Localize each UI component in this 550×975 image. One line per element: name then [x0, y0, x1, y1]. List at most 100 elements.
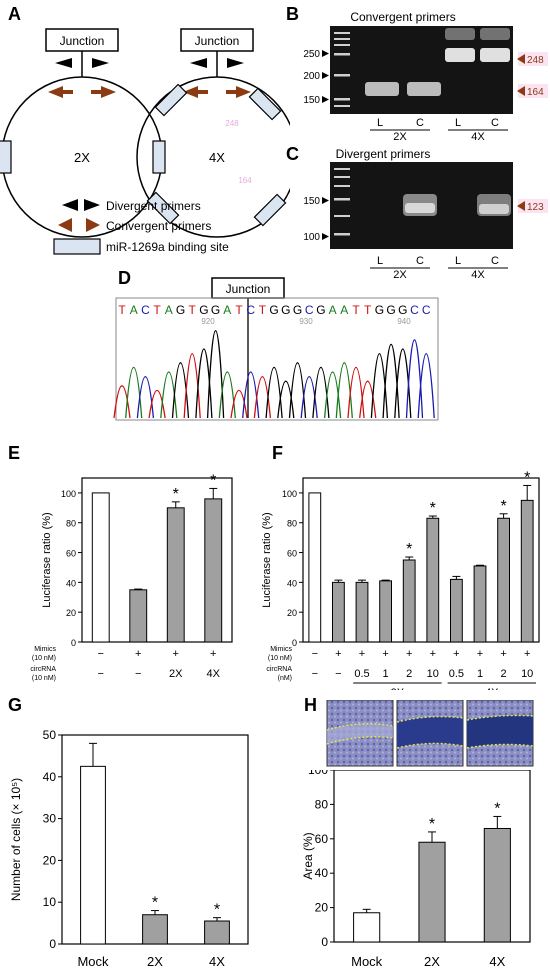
- mimics-sign: −: [312, 648, 318, 660]
- circrna-label: −: [335, 668, 341, 680]
- trace-peak: [125, 366, 143, 419]
- y-tick-label: 80: [315, 797, 329, 811]
- lane-label: C: [416, 255, 424, 267]
- trace-peak: [265, 366, 283, 419]
- gel-title: Divergent primers: [336, 147, 431, 161]
- row-label: circRNA: [266, 666, 292, 673]
- y-tick-label: 50: [43, 728, 57, 742]
- trace-peak: [113, 385, 131, 419]
- significance-star: *: [494, 800, 500, 817]
- circrna-label: −: [98, 668, 104, 680]
- significance-star: *: [429, 816, 435, 833]
- y-axis-label: Luciferase ratio (%): [262, 512, 273, 607]
- trace-peak: [335, 362, 353, 419]
- circrna-label: 1: [477, 668, 483, 680]
- trace-peak: [218, 371, 236, 419]
- lane-label: C: [491, 117, 499, 129]
- bar: [91, 492, 110, 643]
- lane-label: L: [455, 117, 461, 129]
- trace-peak: [300, 376, 318, 419]
- ladder-label: 100: [303, 232, 320, 243]
- significance-star: *: [173, 486, 179, 503]
- sequence-base: G: [316, 303, 325, 317]
- gel-band: [479, 204, 509, 214]
- binding-site-icon: [0, 140, 12, 174]
- y-tick-label: 20: [315, 901, 329, 915]
- category-label: Mock: [351, 954, 383, 969]
- significance-star: *: [210, 472, 216, 489]
- band-size-label: 248: [527, 55, 544, 66]
- lane-label: C: [416, 117, 424, 129]
- sequence-base: C: [305, 303, 314, 317]
- row-label: (nM): [278, 675, 292, 682]
- legend-binding-label: miR-1269a binding site: [106, 240, 229, 254]
- circrna-label: 0.5: [354, 668, 369, 680]
- trace-peak: [253, 376, 272, 419]
- legend-divergent-label: Divergent primers: [106, 199, 201, 213]
- trace-peak: [160, 371, 178, 419]
- trace-peak: [347, 366, 365, 419]
- panel-label-e: E: [8, 443, 21, 463]
- ladder-label: 250: [303, 49, 320, 60]
- sequence-base: C: [410, 303, 419, 317]
- sequence-base: G: [199, 303, 208, 317]
- sequence-base: T: [259, 303, 267, 317]
- binding-site-icon: [248, 87, 282, 121]
- plasmid-label-2x: 2X: [74, 150, 90, 165]
- sequence-base: T: [118, 303, 126, 317]
- y-tick-label: 100: [282, 489, 297, 499]
- trace-peak: [288, 362, 307, 419]
- lane-label: C: [491, 255, 499, 267]
- circrna-label: 4X: [207, 668, 221, 680]
- significance-star: *: [152, 895, 158, 912]
- y-axis-label: Number of cells (× 10⁵): [9, 778, 23, 901]
- circrna-label: 1: [383, 668, 389, 680]
- y-tick-label: 40: [66, 578, 76, 588]
- category-label: 4X: [489, 954, 505, 969]
- binding-site-icon: [146, 191, 180, 225]
- y-axis-label: Luciferase ratio (%): [41, 512, 53, 607]
- row-label: (10 nM): [32, 655, 56, 662]
- bar: [204, 498, 223, 643]
- convergent-primer-right-icon: [101, 86, 116, 98]
- trace-peak: [382, 344, 400, 419]
- mimics-sign: −: [98, 648, 104, 660]
- row-label: Mimics: [34, 646, 56, 653]
- row-label: (10 nM): [32, 675, 56, 682]
- sequence-base: A: [130, 303, 138, 317]
- bar: [426, 517, 440, 643]
- convergent-primer-left-icon: [48, 86, 63, 98]
- row-label: Mimics: [270, 646, 292, 653]
- sequence-base: G: [398, 303, 407, 317]
- category-label: Mock: [77, 954, 109, 969]
- divergent-primer-left-icon: [190, 58, 207, 68]
- bar: [497, 517, 510, 643]
- gel-band: [445, 48, 475, 62]
- circrna-label: 10: [427, 668, 439, 680]
- sequence-base: G: [269, 303, 278, 317]
- y-tick-label: 30: [43, 812, 57, 826]
- y-tick-label: 20: [287, 608, 297, 618]
- bar: [204, 920, 230, 945]
- plasmid-diagram: Junction 2X Junction 4X 248 164 Divergen…: [0, 28, 290, 255]
- y-tick-label: 40: [287, 578, 297, 588]
- sequence-position: 940: [397, 317, 411, 326]
- gel-band: [407, 82, 441, 96]
- y-tick-label: 0: [71, 638, 76, 648]
- bar: [379, 580, 392, 643]
- sequence-base: C: [422, 303, 431, 317]
- group-label: 2X: [393, 131, 407, 140]
- y-tick-label: 100: [308, 770, 328, 777]
- convergent-primer-left-icon: [183, 86, 198, 98]
- bar: [129, 589, 148, 643]
- sequence-base: A: [165, 303, 173, 317]
- bar: [308, 492, 322, 643]
- plot-frame: [302, 477, 540, 643]
- mimics-sign: +: [477, 648, 483, 660]
- circrna-label: 0.5: [449, 668, 464, 680]
- significance-star: *: [524, 469, 530, 486]
- circrna-label: 2: [406, 668, 412, 680]
- sequence-base: T: [153, 303, 161, 317]
- convergent-primer-right-icon: [236, 86, 251, 98]
- significance-star: *: [214, 902, 220, 919]
